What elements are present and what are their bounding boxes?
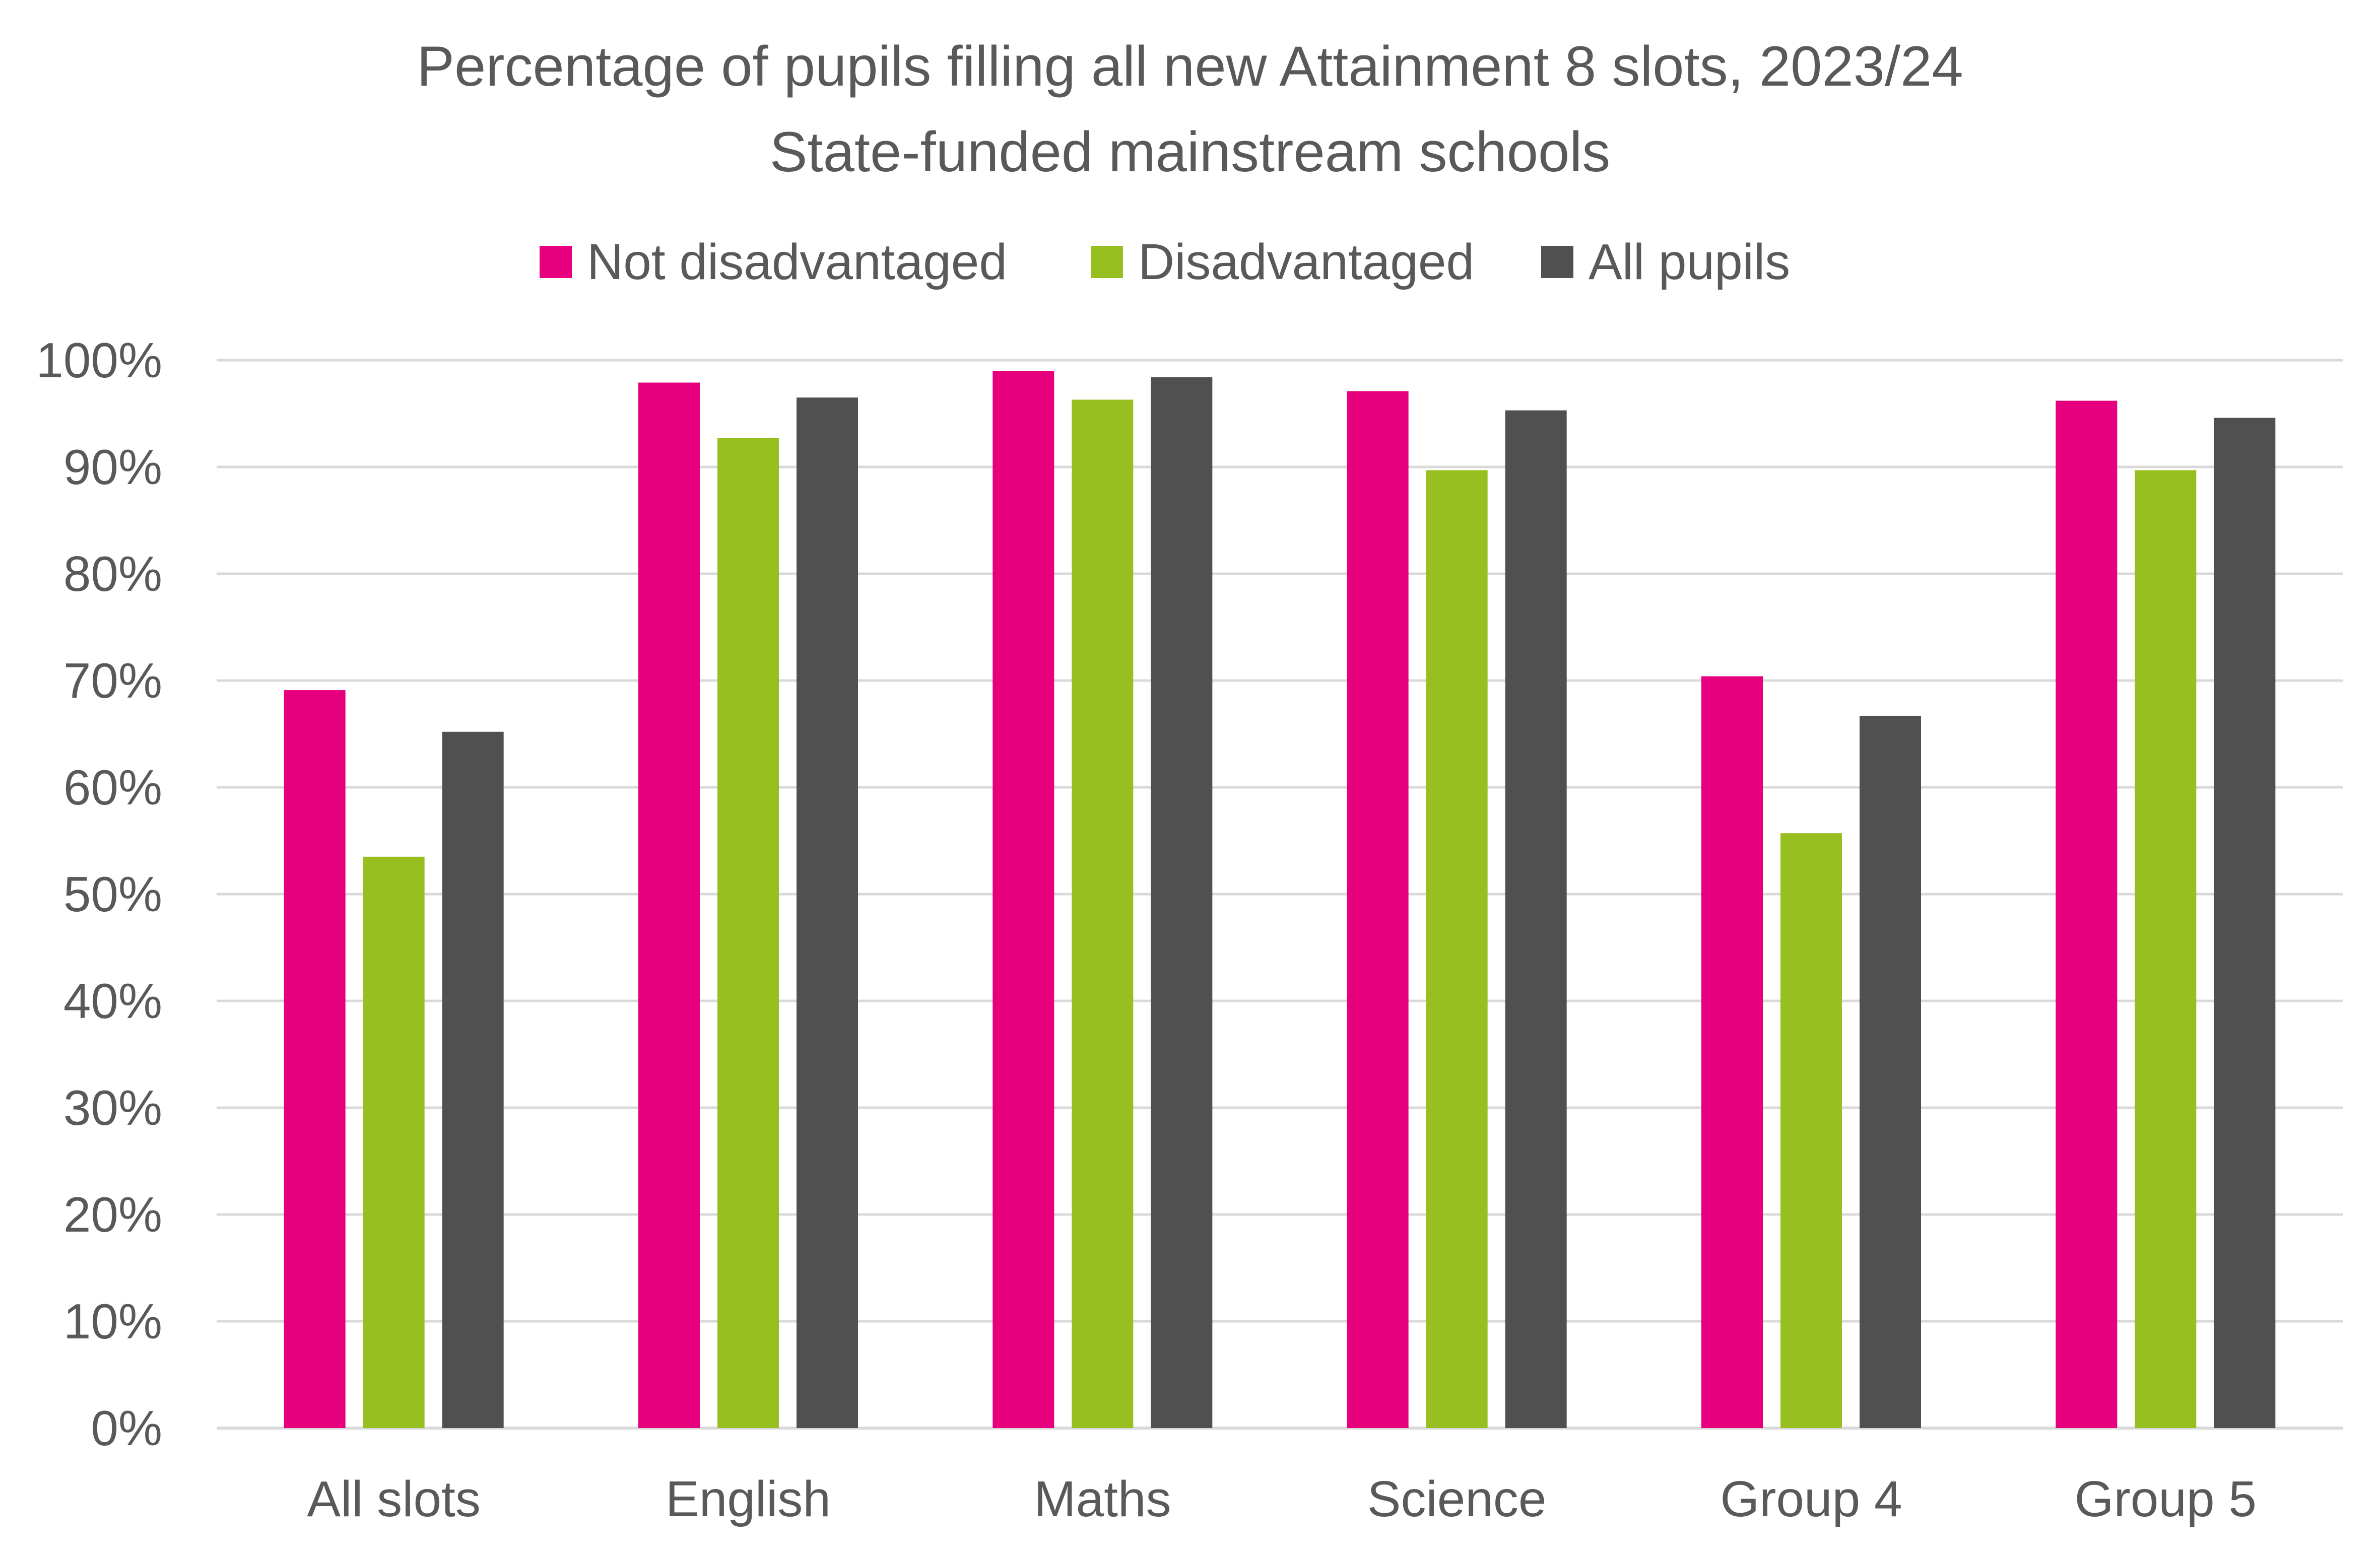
y-tick-label: 70% [63, 653, 162, 708]
legend-item-disadvantaged: Disadvantaged [1091, 234, 1474, 290]
legend-item-all-pupils: All pupils [1541, 234, 1790, 290]
x-tick-label: Maths [1034, 1471, 1171, 1527]
chart-title: Percentage of pupils filling all new Att… [417, 35, 1963, 98]
legend-label: All pupils [1589, 234, 1790, 290]
y-tick-label: 60% [63, 760, 162, 815]
legend-swatch [540, 246, 572, 278]
x-tick-label: All slots [307, 1471, 481, 1527]
bar-disadvantaged-group-5: Disadvantaged — Group 5: 89.7% [2135, 470, 2197, 1428]
y-axis-ticks: 0% 10% 20% 30% 40% 50% 60% 70% 80% 90% 100% [36, 332, 162, 1456]
bar-not-disadvantaged-group-5: Not disadvantaged — Group 5: 96.2% [2056, 400, 2118, 1428]
y-tick-label: 100% [36, 332, 162, 388]
bar-all-pupils-group-5: All pupils — Group 5: 94.6% [2214, 418, 2276, 1428]
legend-label: Disadvantaged [1138, 234, 1474, 290]
bar-all-pupils-all-slots: All pupils — All slots: 65.2% [442, 731, 504, 1428]
bar-not-disadvantaged-science: Not disadvantaged — Science: 97.1% [1347, 391, 1409, 1428]
bar-all-pupils-science: All pupils — Science: 95.3% [1505, 410, 1567, 1428]
legend-swatch [1091, 246, 1123, 278]
bar-all-pupils-group-4: All pupils — Group 4: 66.7% [1860, 715, 1921, 1428]
bar-all-pupils-english: All pupils — English: 96.5% [797, 397, 858, 1429]
legend: Not disadvantaged Disadvantaged All pupils [540, 234, 1790, 290]
y-tick-label: 40% [63, 973, 162, 1029]
bar-not-disadvantaged-group-4: Not disadvantaged — Group 4: 70.4% [1701, 676, 1763, 1428]
bar-disadvantaged-group-4: Disadvantaged — Group 4: 55.7% [1780, 833, 1842, 1428]
legend-swatch [1541, 246, 1573, 278]
bar-disadvantaged-science: Disadvantaged — Science: 89.7% [1426, 470, 1488, 1428]
y-tick-label: 20% [63, 1187, 162, 1242]
bar-disadvantaged-maths: Disadvantaged — Maths: 96.3% [1072, 399, 1134, 1429]
x-tick-label: Science [1367, 1471, 1547, 1527]
y-tick-label: 80% [63, 546, 162, 601]
bar-not-disadvantaged-maths: Not disadvantaged — Maths: 99% [993, 371, 1054, 1429]
x-tick-label: Group 5 [2075, 1471, 2257, 1527]
y-tick-label: 30% [63, 1080, 162, 1135]
x-axis-categories: All slots English Maths Science Group 4 Group… [307, 1471, 2257, 1527]
chart-subtitle: State-funded mainstream schools [770, 120, 1610, 183]
y-tick-label: 50% [63, 866, 162, 922]
bar-not-disadvantaged-english: Not disadvantaged — English: 97.9% [638, 382, 700, 1428]
y-tick-label: 10% [63, 1294, 162, 1349]
bar-disadvantaged-all-slots: Disadvantaged — All slots: 53.5% [363, 856, 425, 1428]
bar-disadvantaged-english: Disadvantaged — English: 92.7% [717, 438, 779, 1428]
gridlines [217, 359, 2343, 1430]
x-tick-label: English [666, 1471, 831, 1527]
bar-not-disadvantaged-all-slots: Not disadvantaged — All slots: 69.1% [284, 690, 346, 1428]
legend-label: Not disadvantaged [587, 234, 1007, 290]
bars: Not disadvantaged — All slots: 69.1% Disa… [284, 371, 2276, 1429]
y-tick-label: 90% [63, 439, 162, 495]
legend-item-not-disadvantaged: Not disadvantaged [540, 234, 1007, 290]
x-tick-label: Group 4 [1720, 1471, 1902, 1527]
bar-all-pupils-maths: All pupils — Maths: 98.4% [1151, 377, 1213, 1429]
y-tick-label: 0% [91, 1400, 162, 1456]
